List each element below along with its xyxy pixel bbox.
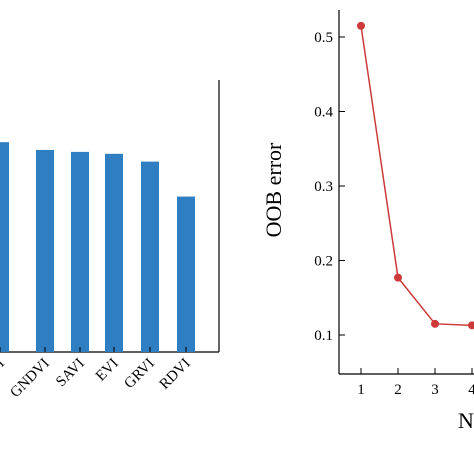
line-x-tick-label: 4 [468,382,474,398]
line-chart-panel: 0.1 0.2 0.3 0.4 0.5 1 2 3 4 OOB error N [261,10,474,433]
line-x-tick-label: 3 [431,382,439,398]
bar-series [0,142,195,352]
bar-evi [105,153,123,352]
line-x-ticks: 1 2 3 4 [357,368,474,398]
bar-x-tick-label: DVI [0,356,8,386]
oob-error-point-2 [394,273,402,282]
bar-x-ticks [0,347,187,352]
bar-gndvi [36,149,54,352]
line-x-tick-label: 2 [394,382,402,398]
bar-grvi [141,161,159,352]
bar-rdvi [177,196,195,352]
line-y-ticks: 0.1 0.2 0.3 0.4 0.5 [314,30,345,344]
oob-error-point-4 [468,321,474,330]
bar-x-tick-label: RDVI [157,356,194,393]
y-axis-title: OOB error [261,142,286,237]
bar-x-tick-label: SAVI [53,356,88,391]
oob-error-line [360,25,473,327]
line-y-tick-label: 0.5 [314,30,333,46]
oob-error-point-3 [431,319,439,328]
line-y-tick-label: 0.3 [314,179,333,195]
line-y-tick-label: 0.1 [314,328,333,344]
bar-x-tick-label: EVI [93,356,122,385]
bar-x-tick-label: GNDVI [7,356,52,401]
line-x-tick-label: 1 [357,382,365,398]
line-y-tick-label: 0.2 [314,254,333,270]
line-series [357,21,474,330]
bar-savi [71,151,89,352]
oob-error-point-1 [357,21,365,30]
bar-x-tick-label: GRVI [121,356,157,392]
bar-ndvi [0,142,9,352]
x-axis-title: N [458,408,474,433]
line-y-tick-label: 0.4 [314,105,333,121]
